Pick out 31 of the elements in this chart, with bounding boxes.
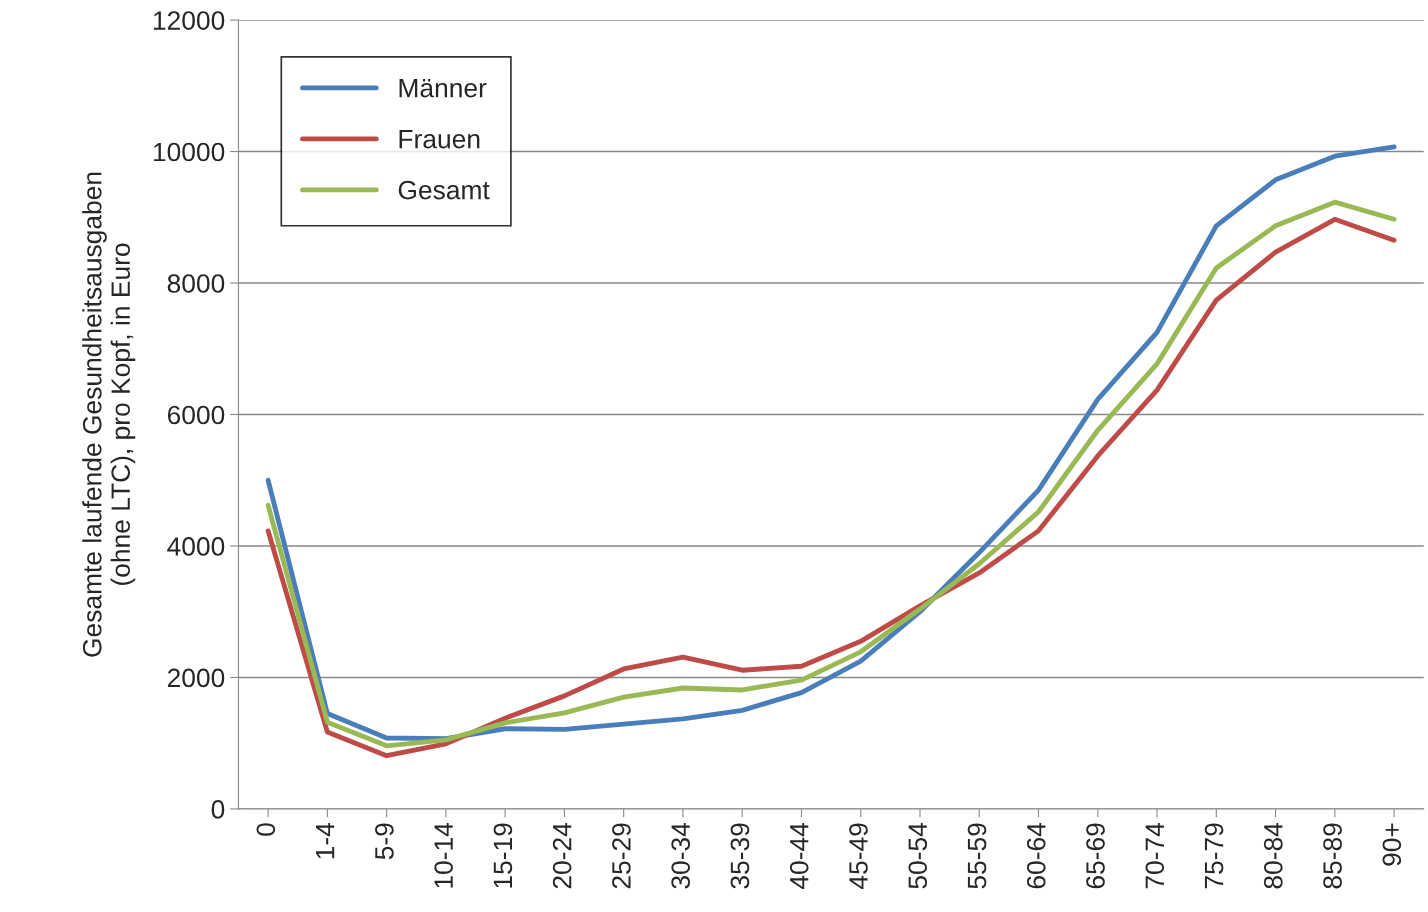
x-tick-label: 25-29 (612, 823, 631, 889)
x-tick-label: 75-79 (1204, 823, 1224, 889)
x-tick-label: 85-89 (1323, 823, 1342, 889)
x-tick-label: 70-74 (1145, 822, 1165, 889)
x-tick-label: 5-9 (375, 823, 394, 860)
x-tick-label: 55-59 (967, 823, 987, 889)
x-tick-label: 90+ (1382, 823, 1402, 866)
x-tick-label: 30-34 (671, 822, 691, 889)
x-tick-label: 15-19 (493, 823, 513, 888)
x-tick-label: 20-24 (552, 822, 572, 889)
y-tick-label: 0 (211, 800, 225, 819)
y-tick-label: 8000 (167, 274, 225, 293)
x-tick-label: 45-49 (849, 823, 868, 890)
legend-label: Gesamt (398, 180, 490, 200)
y-axis-title: Gesamte laufende Gesundheitsausgaben (ohne LTC), pro Kopf, in Euro (82, 172, 136, 657)
x-tick-label: 60-64 (1026, 822, 1046, 889)
legend-label: Frauen (399, 129, 480, 149)
x-tick-label: 50-54 (908, 822, 928, 889)
x-tick-label: 35-39 (730, 823, 750, 889)
y-tick-label: 6000 (167, 405, 225, 425)
x-tick-label: 65-69 (1086, 823, 1105, 889)
x-tick-label: 40-44 (789, 822, 809, 890)
y-tick-label: 12000 (153, 11, 225, 30)
y-tick-label: 4000 (167, 537, 225, 556)
legend-label: Männer (399, 79, 487, 98)
y-tick-label: 2000 (167, 668, 225, 688)
y-tick-label: 10000 (153, 142, 225, 162)
x-tick-label: 10-14 (434, 822, 453, 888)
x-tick-label: 0 (256, 823, 276, 836)
x-tick-label: 80-84 (1263, 822, 1283, 889)
x-tick-label: 1-4 (316, 822, 335, 859)
